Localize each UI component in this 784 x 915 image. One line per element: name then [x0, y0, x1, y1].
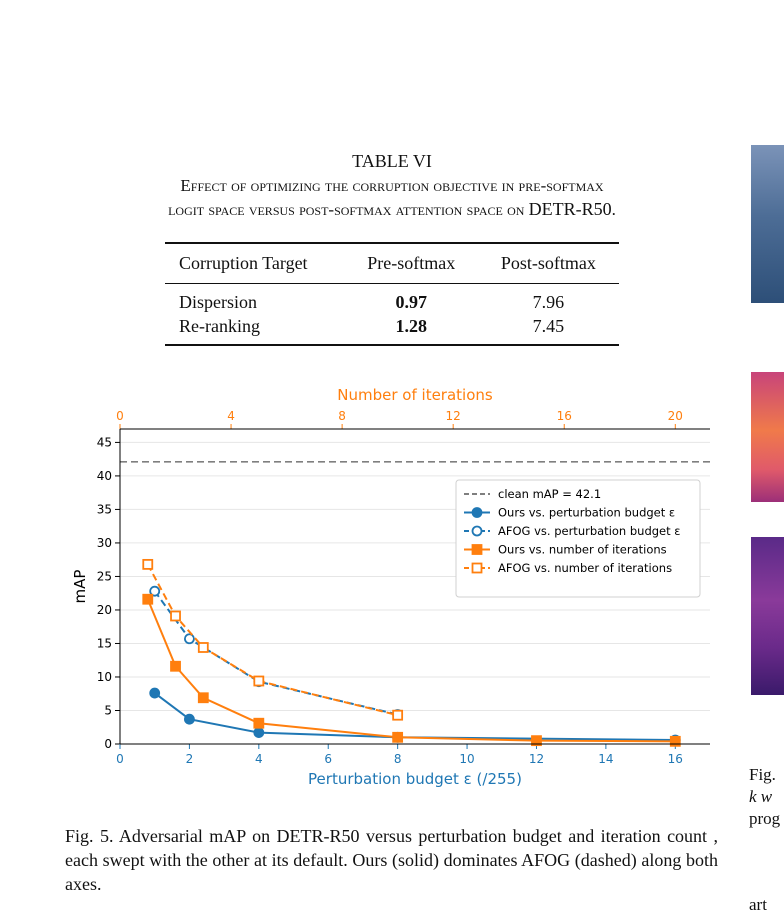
cropped-caption-line4: art — [749, 895, 767, 914]
table-caption-period: . — [611, 200, 616, 219]
cropped-caption-line2: k w — [749, 787, 773, 806]
data-point — [170, 610, 181, 622]
map-chart: 0 5 10 15 20 25 30 35 40 45 0 2 4 6 8 10 12 14 16 0 4 8 12 16 20… — [71, 386, 710, 788]
data-point — [392, 709, 404, 721]
y-tick-label: 40 — [97, 469, 112, 483]
data-point — [142, 558, 154, 570]
y-tick-label: 35 — [97, 502, 112, 516]
header-pre-softmax: Pre-softmax — [344, 243, 478, 284]
legend-label: AFOG vs. perturbation budget ε — [498, 524, 681, 538]
legend-label: AFOG vs. number of iterations — [498, 561, 672, 575]
data-point — [531, 735, 542, 747]
legend-label: Ours vs. perturbation budget ε — [498, 506, 675, 520]
figure-caption: Fig. 5. Adversarial mAP on DETR-R50 vers… — [65, 826, 718, 894]
data-point — [184, 713, 195, 725]
y-tick-label: 25 — [97, 569, 112, 583]
data-point — [392, 731, 404, 743]
x-top-tick-label: 12 — [446, 409, 461, 423]
x-bottom-tick-label: 2 — [186, 752, 194, 766]
x-bottom-tick-label: 16 — [668, 752, 683, 766]
data-point — [253, 717, 265, 729]
x-top-tick-label: 0 — [116, 409, 124, 423]
cropped-image-middle — [751, 372, 784, 502]
x-bottom-tick-label: 4 — [255, 752, 263, 766]
x-bottom-tick-label: 10 — [459, 752, 474, 766]
x-bottom-tick-label: 6 — [324, 752, 332, 766]
y-tick-label: 45 — [97, 435, 112, 449]
legend-swatch-marker — [471, 525, 483, 537]
table-caption-line2-text: logit space versus post-softmax attentio… — [168, 200, 529, 219]
row-name: Dispersion — [179, 292, 257, 312]
y-tick-label: 5 — [104, 703, 112, 717]
data-point — [149, 585, 161, 597]
cropped-caption-line1: Fig. — [749, 765, 776, 784]
data-point — [142, 593, 154, 605]
series-line — [146, 598, 676, 743]
legend-swatch-marker — [471, 544, 483, 555]
y-tick-label: 15 — [97, 636, 112, 650]
data-point — [197, 642, 209, 653]
row-name: Re-ranking — [179, 316, 260, 336]
x-bottom-tick-label: 12 — [529, 752, 544, 766]
x-top-tick-label: 16 — [557, 409, 572, 423]
series-line — [154, 692, 676, 741]
table-caption-line2: logit space versus post-softmax attentio… — [50, 198, 734, 221]
legend-label: clean mAP = 42.1 — [498, 487, 601, 501]
y-tick-label: 20 — [97, 603, 112, 617]
table-row: Re-ranking 1.28 7.45 — [165, 314, 619, 345]
row-pre-softmax: 1.28 — [395, 316, 427, 336]
x-bottom-tick-label: 0 — [116, 752, 124, 766]
x-top-tick-label: 8 — [338, 409, 346, 423]
data-point — [669, 735, 681, 747]
data-point — [253, 727, 265, 739]
row-post-softmax: 7.45 — [532, 316, 565, 336]
data-point — [184, 633, 195, 645]
y-axis-label: mAP — [71, 570, 89, 604]
cropped-image-bottom — [751, 537, 784, 695]
x-bottom-tick-label: 8 — [394, 752, 402, 766]
legend-swatch-marker — [471, 507, 483, 518]
table-title: TABLE VI — [352, 151, 432, 171]
row-pre-softmax: 0.97 — [395, 292, 427, 312]
table-header-row: Corruption Target Pre-softmax Post-softm… — [165, 243, 619, 284]
y-tick-label: 0 — [104, 737, 112, 751]
x-top-axis-label: Number of iterations — [337, 386, 493, 404]
table-row: Dispersion 0.97 7.96 — [165, 284, 619, 315]
cropped-image-top — [751, 145, 784, 303]
x-top-tick-label: 4 — [227, 409, 235, 423]
table-caption-model: DETR-R50 — [528, 199, 612, 219]
results-table: Corruption Target Pre-softmax Post-softm… — [165, 242, 619, 346]
x-bottom-tick-label: 14 — [598, 752, 613, 766]
cropped-caption-line3: prog — [749, 809, 781, 828]
y-tick-label: 30 — [97, 536, 112, 550]
data-point — [170, 660, 181, 672]
data-point — [197, 692, 209, 704]
header-corruption-target: Corruption Target — [165, 243, 345, 284]
legend-label: Ours vs. number of iterations — [498, 543, 667, 557]
y-tick-label: 10 — [97, 670, 112, 684]
table-caption-line1: Effect of optimizing the corruption obje… — [180, 176, 604, 195]
row-post-softmax: 7.96 — [532, 292, 565, 312]
x-bottom-axis-label: Perturbation budget ε (/255) — [308, 770, 522, 788]
header-post-softmax: Post-softmax — [477, 243, 619, 284]
data-point — [253, 675, 265, 687]
data-point — [149, 687, 161, 699]
x-top-tick-label: 20 — [668, 409, 683, 423]
legend-swatch-marker — [471, 562, 483, 574]
legend-box — [455, 479, 701, 598]
